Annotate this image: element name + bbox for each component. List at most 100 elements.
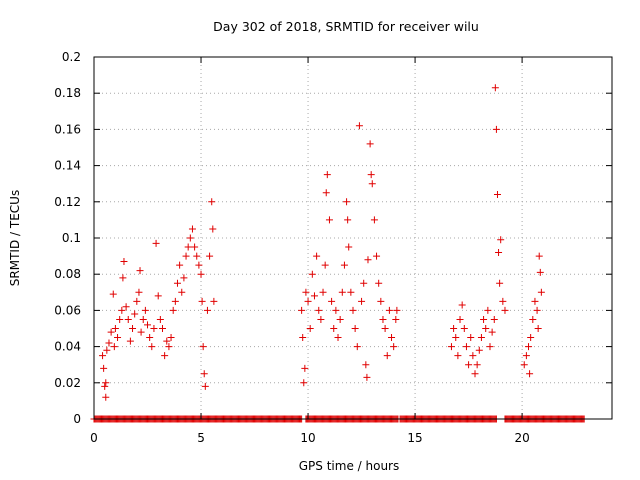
data-point [358, 297, 366, 305]
data-point [537, 288, 545, 296]
y-tick-label: 0.1 [62, 231, 81, 245]
data-point [497, 236, 505, 244]
data-point [102, 393, 110, 401]
data-point [146, 334, 154, 342]
data-point [491, 84, 499, 92]
data-point [111, 325, 119, 332]
y-tick-label: 0.02 [54, 376, 81, 390]
data-point [536, 268, 544, 276]
data-point [328, 297, 336, 305]
data-point [114, 334, 122, 342]
data-point [302, 288, 310, 296]
y-tick-labels: 0 0.02 0.04 0.06 0.08 0.1 0.12 0.14 0.16 0.18 0.2 [54, 50, 81, 426]
data-point [531, 297, 539, 305]
data-point [201, 382, 209, 390]
data-point [332, 306, 340, 314]
data-point [477, 334, 485, 342]
data-point [118, 306, 126, 314]
data-point [355, 122, 363, 130]
y-tick-label: 0.12 [54, 195, 81, 209]
data-point [343, 198, 351, 206]
data-point [450, 325, 458, 332]
data-point [383, 352, 391, 360]
data-point [182, 252, 190, 260]
data-point [102, 379, 110, 387]
data-point [195, 261, 203, 269]
data-point [308, 270, 316, 278]
data-point [520, 361, 528, 369]
data-point [100, 364, 108, 372]
data-point [304, 297, 312, 305]
data-point [301, 364, 309, 372]
data-point [366, 140, 374, 148]
data-point [368, 180, 376, 188]
data-point [486, 343, 494, 351]
data-point [124, 315, 132, 323]
data-point [129, 325, 137, 332]
data-point [373, 252, 381, 260]
data-point [139, 315, 147, 323]
data-point [122, 303, 130, 311]
data-point [105, 339, 113, 347]
data-point [186, 234, 194, 242]
data-point [392, 315, 400, 323]
data-point [148, 343, 156, 351]
data-point [362, 361, 370, 369]
data-point [336, 315, 344, 323]
data-point [363, 373, 371, 381]
gridlines [94, 57, 612, 419]
data-point [458, 301, 466, 309]
axis-ticks [93, 56, 612, 420]
data-point [165, 343, 173, 351]
data-point [456, 315, 464, 323]
data-point [141, 306, 149, 314]
data-point [126, 337, 134, 345]
data-point [135, 288, 143, 296]
data-point [120, 258, 128, 266]
data-point [193, 252, 201, 260]
data-point [522, 352, 530, 360]
x-tick-label: 0 [90, 431, 98, 445]
data-point [480, 315, 488, 323]
data-point [107, 328, 115, 336]
data-point [484, 306, 492, 314]
data-point [203, 306, 211, 314]
data-point [465, 361, 473, 369]
data-point [334, 334, 342, 342]
data-point [119, 274, 127, 282]
data-point [527, 334, 535, 342]
data-point [460, 325, 468, 332]
data-point [471, 370, 479, 378]
data-point [452, 334, 460, 342]
data-point [136, 267, 144, 275]
data-point [467, 334, 475, 342]
data-point [152, 239, 160, 247]
data-point [321, 261, 329, 269]
y-tick-label: 0.2 [62, 50, 81, 64]
data-point [340, 261, 348, 269]
data-point [156, 315, 164, 323]
data-point [171, 297, 179, 305]
data-point [188, 225, 196, 233]
data-point [150, 325, 158, 332]
data-point [351, 325, 359, 332]
data-point [313, 252, 321, 260]
x-tick-label: 10 [300, 431, 315, 445]
data-point [161, 352, 169, 360]
data-point [99, 352, 107, 360]
data-point [360, 279, 368, 287]
data-point [475, 346, 483, 354]
data-point [535, 252, 543, 260]
data-point [347, 288, 355, 296]
data-point [325, 216, 333, 224]
data-point [116, 315, 124, 323]
data-point [381, 325, 389, 332]
data-point [176, 261, 184, 269]
data-point [180, 274, 188, 282]
data-point [319, 288, 327, 296]
data-point [144, 321, 152, 329]
data-point [533, 306, 541, 314]
data-point [496, 279, 504, 287]
data-point [330, 325, 338, 332]
